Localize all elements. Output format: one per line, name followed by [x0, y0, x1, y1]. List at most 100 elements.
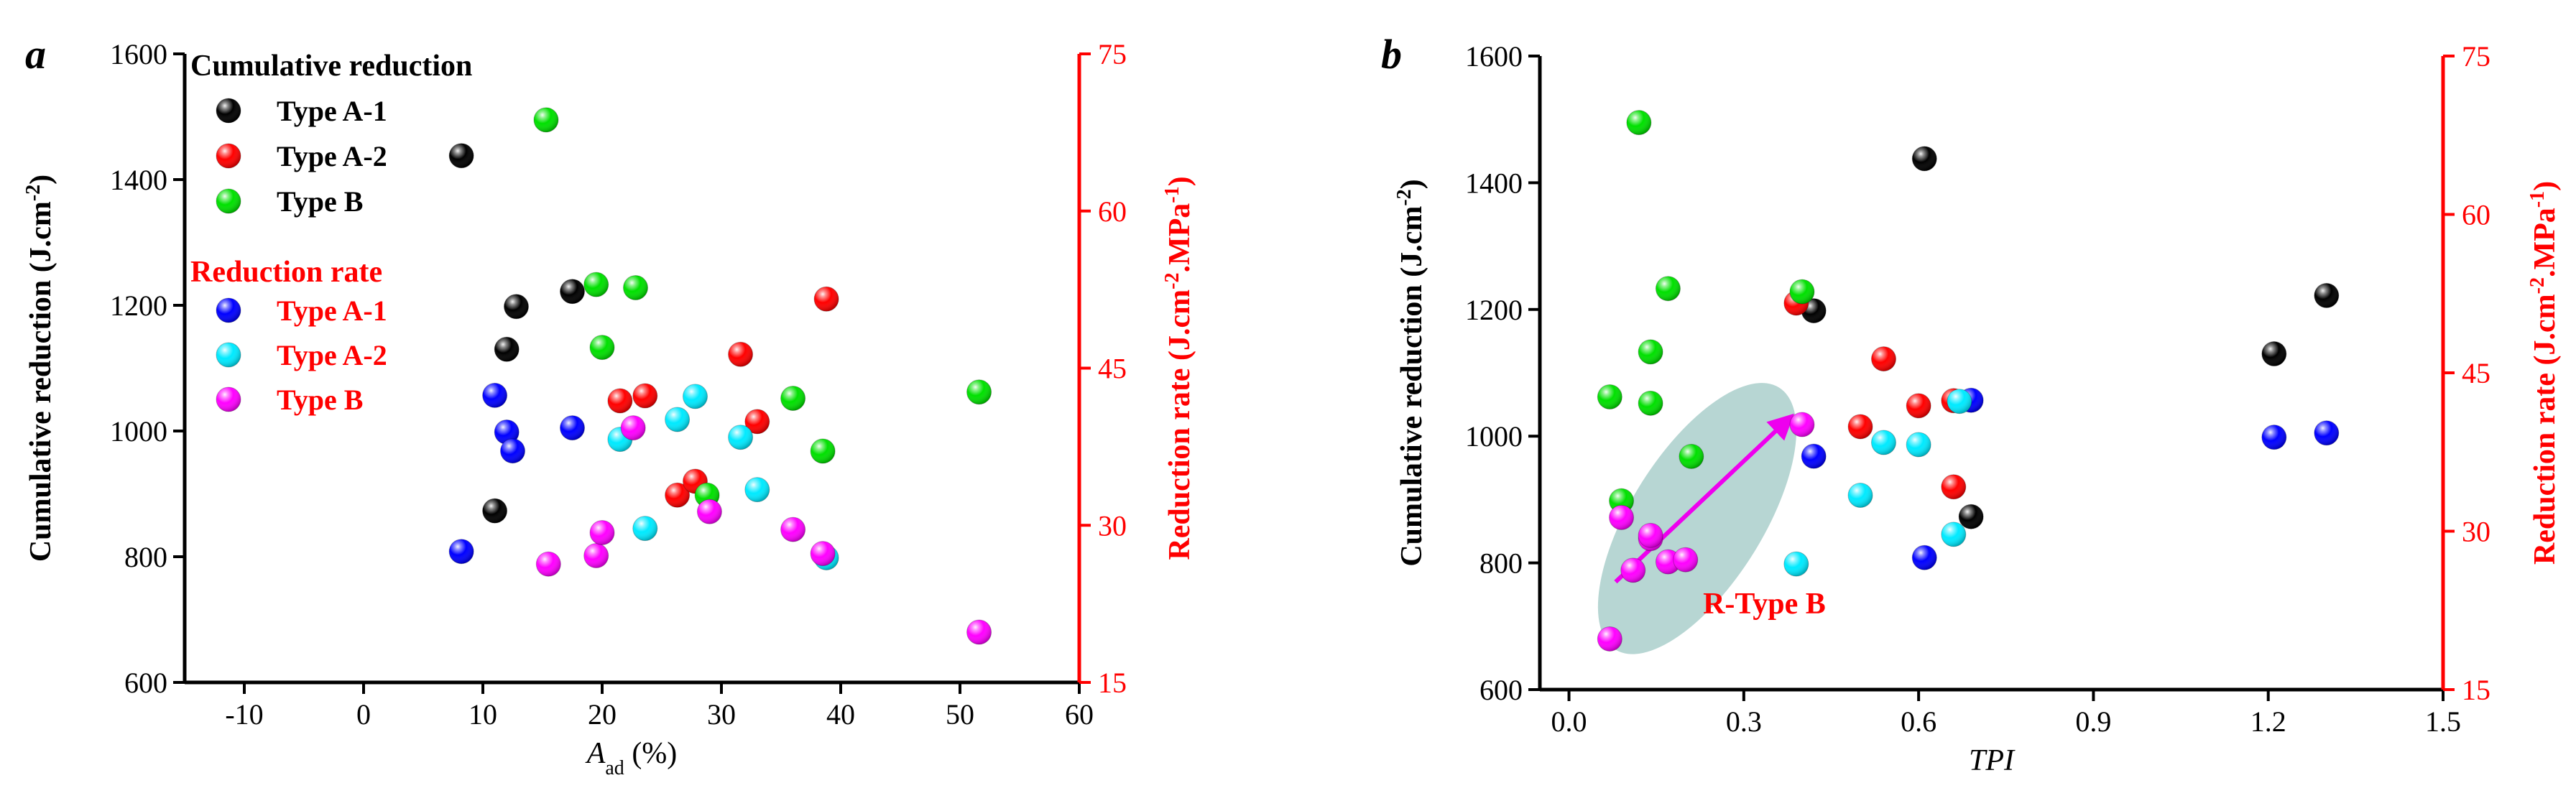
point-cumulative-type-b [589, 335, 615, 361]
panel-b-axes: 0.0 0.3 0.6 0.9 1.2 1.5 600 800 1000 1200 1400 1600… [1465, 40, 2490, 738]
panel-a-ylabel-left: Cumulative reduction (J.cm-2) [22, 175, 58, 562]
marker-highlight [1941, 522, 1966, 547]
point-cumulative-type-a-2 [1870, 346, 1896, 372]
y-left-tick-label: 1000 [1465, 420, 1523, 453]
panel-a: a Cumulative reduction (J.cm-2) Reductio… [22, 31, 1197, 779]
marker-highlight [2261, 341, 2286, 366]
marker-highlight [1638, 523, 1663, 548]
legend-marker-highlight [216, 144, 241, 168]
marker-highlight [811, 541, 836, 566]
point-rate-type-a-1 [1911, 544, 1937, 570]
point-cumulative-type-b [1626, 110, 1652, 136]
y-axis-right-title: Reduction rate (J.cm-2.MPa-1) [1161, 176, 1197, 560]
point-rate-type-a-2 [665, 407, 691, 432]
y-left-tick-label: 1200 [1465, 294, 1523, 326]
legend-entry-label: Type A-2 [277, 339, 387, 371]
marker-highlight [1871, 430, 1896, 455]
marker-highlight [504, 294, 529, 319]
marker-highlight [744, 477, 770, 502]
point-cumulative-type-a-2 [1906, 393, 1931, 419]
point-cumulative-type-a-1 [503, 294, 529, 320]
y-left-tick-label: 1200 [110, 289, 167, 322]
marker-highlight [449, 539, 474, 564]
marker-highlight [621, 415, 646, 440]
point-cumulative-type-a-1 [2261, 341, 2287, 367]
point-cumulative-type-a-2 [1941, 474, 1967, 500]
marker-highlight [1609, 488, 1634, 514]
legend-marker-highlight [216, 189, 241, 213]
panel-b-points [1597, 110, 2340, 652]
x-axis-title: Aad (%) [585, 737, 678, 779]
point-rate-type-a-1 [560, 415, 585, 441]
marker-highlight [494, 420, 520, 445]
marker-highlight [583, 543, 609, 568]
marker-highlight [449, 143, 474, 168]
panel-a-xlabel: Aad (%) [585, 737, 678, 779]
panel-a-ylabel-right: Reduction rate (J.cm-2.MPa-1) [1161, 176, 1197, 560]
point-cumulative-type-b [1679, 443, 1704, 469]
legend-entry-label: Type A-2 [277, 140, 387, 172]
marker-highlight [1783, 552, 1809, 577]
point-rate-type-b [1789, 412, 1815, 437]
point-rate-type-a-1 [1801, 443, 1827, 469]
marker-highlight [482, 383, 507, 408]
marker-highlight [590, 520, 614, 545]
legend-entry-label: Type A-1 [277, 95, 387, 127]
marker-highlight [1848, 414, 1873, 439]
panel-b: b Cumulative reduction (J.cm-2) Reductio… [1381, 31, 2562, 777]
point-cumulative-type-b [1789, 279, 1815, 305]
point-rate-type-b [535, 551, 561, 577]
marker-highlight [607, 389, 632, 413]
point-rate-type-a-1 [500, 438, 525, 464]
x-tick-label: 20 [588, 698, 617, 731]
marker-highlight [583, 272, 609, 297]
point-rate-type-a-1 [494, 419, 520, 445]
x-tick-label: -10 [225, 698, 263, 731]
marker-highlight [1638, 339, 1663, 364]
trend-arrow [1614, 413, 1794, 584]
point-cumulative-type-b [780, 386, 806, 411]
panel-a-legend: Cumulative reduction Reduction rate Type A… [190, 50, 472, 416]
y-right-tick-label: 75 [1098, 38, 1127, 70]
point-rate-type-a-2 [1906, 432, 1931, 458]
point-rate-type-b [1609, 504, 1635, 530]
point-rate-type-a-2 [1783, 551, 1809, 577]
legend-marker-highlight [216, 343, 241, 367]
point-cumulative-type-a-2 [1847, 414, 1873, 440]
point-cumulative-type-a-2 [813, 286, 839, 312]
y-right-tick-label: 45 [1098, 353, 1127, 385]
legend-entry-label: Type A-1 [277, 295, 387, 327]
point-rate-type-b [1620, 557, 1646, 583]
point-rate-type-a-1 [482, 382, 508, 408]
marker-highlight [1906, 432, 1931, 457]
marker-highlight [536, 552, 561, 577]
marker-highlight [966, 620, 992, 644]
point-rate-type-a-2 [682, 384, 708, 409]
point-cumulative-type-a-2 [632, 383, 658, 409]
marker-highlight [1673, 547, 1698, 573]
point-rate-type-b [583, 543, 609, 569]
marker-highlight [1906, 393, 1931, 418]
legend-marker-highlight [216, 98, 241, 123]
y-left-tick-label: 1400 [1465, 167, 1523, 199]
marker-highlight [744, 409, 770, 434]
marker-highlight [1789, 412, 1814, 437]
point-cumulative-type-b [1638, 339, 1663, 365]
point-rate-type-b [966, 619, 992, 645]
point-cumulative-type-a-2 [728, 341, 754, 367]
marker-highlight [1597, 626, 1622, 652]
panel-a-label: a [25, 31, 46, 78]
point-cumulative-type-a-1 [482, 498, 508, 524]
legend-entry-label: Type B [277, 185, 363, 218]
marker-highlight [623, 275, 648, 300]
marker-highlight [665, 407, 690, 432]
x-tick-label: 0 [356, 698, 371, 731]
point-cumulative-type-b [533, 107, 559, 133]
marker-highlight [780, 386, 805, 411]
marker-highlight [1597, 384, 1622, 409]
y-left-tick-label: 800 [1479, 547, 1523, 580]
x-axis-title: TPI [1969, 744, 2016, 777]
panel-b-ylabel-right: Reduction rate (J.cm-2.MPa-1) [2526, 181, 2562, 565]
marker-highlight [1638, 391, 1663, 416]
